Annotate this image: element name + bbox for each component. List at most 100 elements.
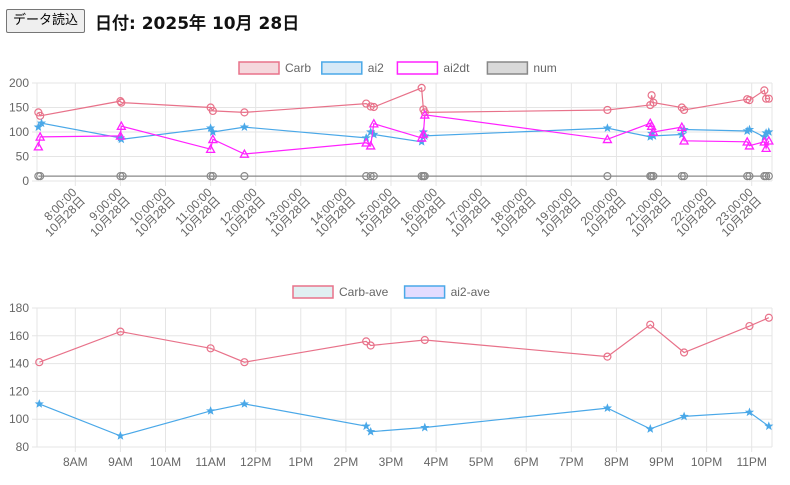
ai2-point: [744, 124, 755, 134]
chart0-grid: 200 150 100 50 0: [9, 76, 773, 188]
num-point: [603, 171, 612, 181]
ai2dt-point: [207, 134, 218, 144]
y-tick-label: 140: [9, 357, 29, 371]
ai2dt-line: [37, 114, 770, 155]
ai2-ave-point: [645, 424, 655, 433]
ai2-ave-point: [239, 399, 250, 408]
carb-point: [603, 105, 612, 115]
ai2-point: [369, 129, 379, 139]
carb-ave-point: [35, 358, 44, 367]
y-tick-label: 100: [9, 125, 29, 139]
legend-swatch-ai2dt: [396, 61, 439, 75]
num-point: [366, 171, 375, 181]
carb-ave-point: [362, 337, 371, 346]
chart0-legend: Carb ai2 ai2dt num: [238, 61, 557, 75]
ai2-ave-point: [115, 431, 126, 440]
y-tick-label: 160: [9, 329, 29, 343]
ai2dt-point: [418, 128, 429, 138]
carb-point: [649, 98, 658, 107]
ai2dt-point: [115, 130, 126, 140]
ai2-point: [764, 127, 774, 136]
carb-point: [762, 94, 771, 103]
carb-ave-point: [679, 348, 689, 357]
ai2-ave-line: [39, 403, 770, 437]
carb-ave-point: [420, 335, 429, 345]
x-tick-label: 7PM: [559, 455, 584, 469]
num-point: [206, 171, 215, 181]
x-tick-label: 1PM: [288, 455, 313, 469]
ai2-ave-point: [602, 403, 613, 412]
carb-point: [677, 103, 686, 112]
series-ai2-ave: [34, 399, 774, 440]
y-tick-label: 80: [16, 440, 30, 454]
x-tick-label: 10AM: [150, 455, 181, 469]
x-tick-label: 4PM: [424, 455, 449, 469]
ai2dt-point: [602, 134, 613, 144]
y-tick-label: 150: [9, 101, 29, 115]
carb-point: [760, 86, 769, 95]
carb-ave-point: [745, 321, 754, 331]
y-tick-label: 180: [9, 301, 29, 315]
carb-ave-point: [206, 344, 215, 353]
ai2dt-point: [33, 141, 44, 151]
chart1-x-labels: 8AM 9AM 10AM 11AM 12PM 1PM 2PM 3PM 4PM 5PM 6PM 7PM 8…: [63, 455, 767, 469]
x-tick-label: 6PM: [514, 455, 539, 469]
legend-label-num: num: [533, 61, 556, 75]
ai2dt-point: [419, 109, 430, 119]
ai2dt-point: [368, 118, 379, 128]
x-tick-label: 11PM: [736, 455, 766, 469]
ai2dt-point: [361, 137, 372, 147]
chart0-x-labels: 8:00:0010月28日9:00:0010月28日10:00:0010月28日…: [41, 185, 764, 239]
carb-point: [208, 106, 217, 116]
x-tick-label: 8AM: [63, 455, 88, 469]
legend-label-ai2: ai2: [368, 61, 384, 75]
ai2-ave-point: [420, 422, 430, 432]
ai2dt-point: [676, 121, 687, 131]
legend-label-carb-ave: Carb-ave: [339, 285, 389, 299]
carb-point: [679, 105, 689, 115]
carb-point: [240, 108, 249, 117]
num-point: [764, 171, 773, 181]
num-point: [649, 171, 658, 181]
ai2dt-point: [648, 126, 659, 136]
x-tick-label: 9AM: [108, 455, 133, 469]
ai2dt-point: [116, 120, 127, 130]
ai2dt-point: [239, 148, 250, 158]
y-tick-label: 100: [9, 412, 29, 426]
num-point: [116, 171, 125, 181]
legend-swatch-ai2: [321, 61, 363, 75]
legend-label-ai2-ave: ai2-ave: [451, 285, 491, 299]
carb-point: [764, 94, 773, 103]
toolbar: データ読込 日付: 2025年 10月 28日: [6, 7, 299, 35]
ai2-ave-point: [361, 421, 371, 431]
num-point: [420, 171, 429, 181]
ai2-point: [33, 122, 44, 131]
ai2dt-point: [646, 120, 657, 130]
chart1-legend: Carb-ave ai2-ave: [292, 285, 491, 299]
ai2-point: [239, 122, 250, 131]
carb-ave-point: [240, 358, 249, 367]
num-point: [208, 171, 217, 181]
legend-swatch-num: [486, 61, 529, 75]
num-point: [745, 171, 754, 181]
carb-ave-point: [116, 327, 125, 336]
y-tick-label: 200: [9, 76, 29, 90]
ai2dt-point: [35, 131, 46, 141]
load-data-button[interactable]: データ読込: [6, 9, 86, 33]
num-point: [118, 171, 127, 181]
ai2-point: [602, 123, 613, 132]
date-title: 日付: 2025年 10月 28日: [95, 13, 300, 34]
carb-point: [36, 111, 45, 120]
ai2-point: [208, 127, 218, 136]
ai2-point: [36, 118, 47, 128]
num-point: [762, 171, 771, 181]
num-point: [362, 171, 371, 181]
ai2-ave-point: [205, 406, 216, 415]
ai2dt-point: [365, 140, 376, 150]
x-tick-label: 2PM: [334, 455, 359, 469]
carb-ave-point: [764, 313, 773, 322]
series-ai2dt: [33, 109, 774, 158]
carb-point: [116, 97, 125, 106]
num-point: [679, 171, 689, 181]
carb-line: [37, 87, 769, 117]
